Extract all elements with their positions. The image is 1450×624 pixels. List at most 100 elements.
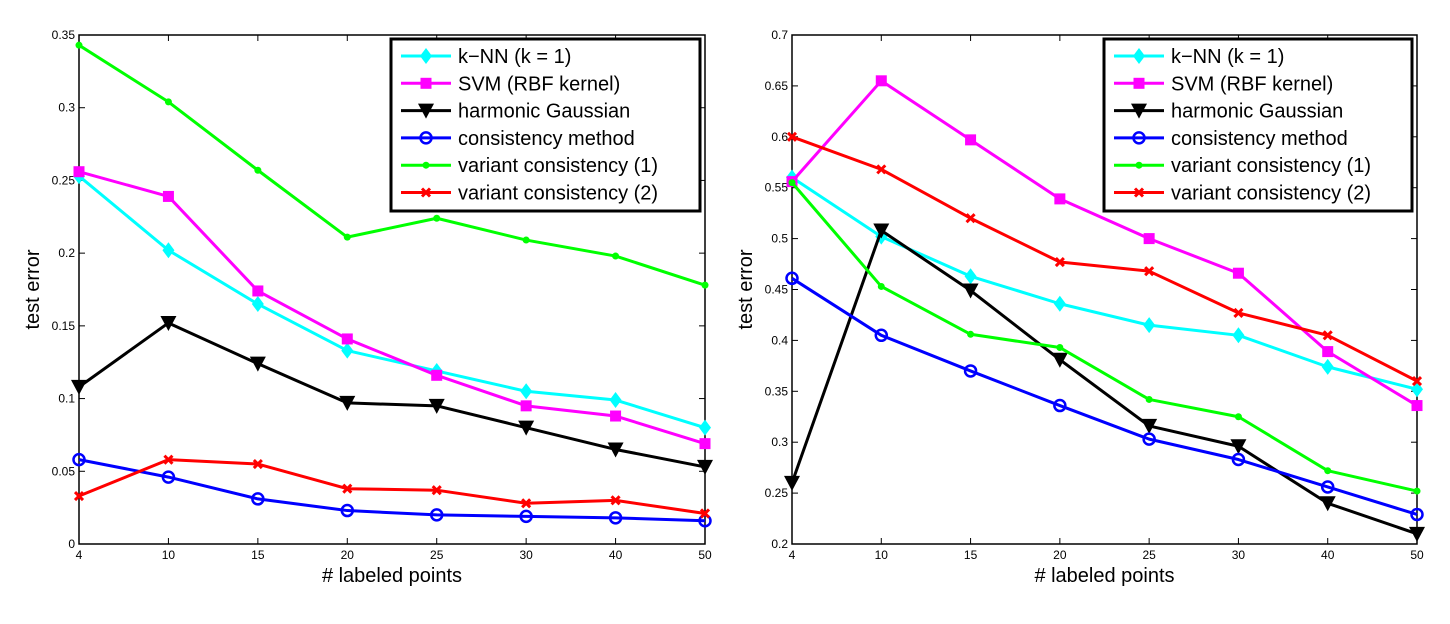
dot-marker bbox=[254, 166, 262, 174]
x-tick-label: 30 bbox=[1232, 548, 1246, 562]
dot-marker bbox=[1324, 467, 1332, 475]
left-chart: 0 0.05 0.1 0.15 0.2 0.25 0.3 0.35 4 10 15 20 25 30 40 5… bbox=[22, 28, 713, 587]
y-tick-label: 0.7 bbox=[771, 28, 788, 42]
square-marker bbox=[520, 400, 532, 412]
x-tick-label: 40 bbox=[1321, 548, 1335, 562]
triangle-marker bbox=[697, 459, 713, 475]
triangle-marker bbox=[1131, 103, 1147, 119]
y-tick-label: 0.5 bbox=[771, 232, 788, 246]
square-marker bbox=[1133, 77, 1145, 89]
x-tick-label: 50 bbox=[1410, 548, 1424, 562]
dot-marker bbox=[1056, 344, 1064, 352]
y-tick-label: 0.4 bbox=[771, 333, 788, 347]
x-marker bbox=[431, 485, 442, 496]
x-tick-label: 4 bbox=[76, 548, 83, 562]
circle-marker bbox=[1053, 398, 1067, 413]
series-line bbox=[790, 79, 1418, 407]
x-marker bbox=[342, 483, 353, 494]
x-tick-label: 15 bbox=[964, 548, 978, 562]
legend-label: SVM (RBF kernel) bbox=[458, 73, 620, 95]
x-tick-label: 30 bbox=[519, 548, 533, 562]
dot-marker bbox=[1413, 487, 1421, 495]
legend-label: variant consistency (2) bbox=[458, 183, 658, 205]
circle-marker bbox=[963, 364, 978, 378]
y-tick-label: 0.25 bbox=[52, 173, 76, 187]
circle-marker bbox=[72, 452, 86, 467]
legend-label: variant consistency (1) bbox=[458, 155, 658, 177]
x-marker bbox=[521, 498, 532, 509]
x-marker bbox=[1233, 307, 1244, 318]
diamond-marker bbox=[1321, 358, 1334, 375]
diamond-marker bbox=[1232, 327, 1245, 344]
y-tick-label: 0.55 bbox=[765, 181, 789, 195]
legend-label: harmonic Gaussian bbox=[1171, 101, 1343, 123]
triangle-marker bbox=[1230, 439, 1247, 455]
series-line bbox=[790, 181, 1418, 493]
square-marker bbox=[431, 369, 443, 381]
diamond-marker bbox=[1133, 48, 1145, 64]
square-marker bbox=[610, 410, 622, 422]
x-tick-label: 20 bbox=[1053, 548, 1067, 562]
dot-marker bbox=[522, 236, 530, 244]
dot-marker bbox=[433, 214, 441, 222]
triangle-marker bbox=[339, 395, 356, 411]
x-marker bbox=[73, 490, 85, 502]
legend-box bbox=[389, 37, 702, 213]
square-marker bbox=[699, 438, 711, 450]
square-marker bbox=[252, 285, 264, 297]
y-tick-label: 0.3 bbox=[58, 101, 75, 115]
y-tick-label: 0.6 bbox=[771, 130, 788, 144]
legend-box bbox=[1102, 37, 1414, 213]
triangle-marker bbox=[418, 103, 434, 119]
x-marker bbox=[420, 187, 432, 198]
diamond-marker bbox=[964, 268, 977, 285]
square-marker bbox=[420, 77, 432, 89]
diamond-marker bbox=[1143, 317, 1156, 334]
circle-marker bbox=[1142, 432, 1156, 446]
x-marker bbox=[786, 131, 798, 142]
circle-marker bbox=[251, 492, 265, 506]
diamond-marker bbox=[609, 392, 622, 409]
square-marker bbox=[162, 190, 174, 202]
series-line bbox=[791, 176, 1418, 391]
dot-marker bbox=[1234, 413, 1242, 421]
diamond-marker bbox=[341, 342, 354, 359]
series-line bbox=[78, 321, 706, 469]
series-line bbox=[78, 170, 706, 446]
square-marker bbox=[1411, 400, 1423, 412]
square-marker bbox=[875, 75, 887, 87]
x-marker bbox=[1133, 187, 1145, 198]
x-marker bbox=[1054, 256, 1065, 268]
circle-marker bbox=[1231, 452, 1246, 467]
legend-label: SVM (RBF kernel) bbox=[1171, 73, 1333, 95]
y-axis-label: test error bbox=[22, 249, 44, 329]
diamond-marker bbox=[699, 419, 711, 436]
dot-marker bbox=[1145, 395, 1153, 403]
x-marker bbox=[876, 164, 887, 175]
legend-label: consistency method bbox=[458, 128, 635, 150]
series-line bbox=[78, 458, 706, 523]
x-tick-label: 4 bbox=[789, 548, 796, 562]
triangle-marker bbox=[607, 442, 624, 458]
square-marker bbox=[965, 134, 977, 146]
triangle-marker bbox=[249, 356, 266, 372]
circle-marker bbox=[429, 508, 444, 522]
circle-marker bbox=[419, 131, 433, 145]
x-axis-label: # labeled points bbox=[322, 565, 462, 587]
dot-marker bbox=[164, 98, 172, 106]
circle-marker bbox=[785, 271, 799, 286]
circle-marker bbox=[519, 509, 533, 524]
y-tick-label: 0.25 bbox=[765, 486, 789, 500]
diamond-marker bbox=[520, 383, 533, 400]
triangle-marker bbox=[428, 398, 445, 414]
x-tick-label: 25 bbox=[430, 548, 444, 562]
x-axis-label: # labeled points bbox=[1034, 565, 1174, 587]
square-marker bbox=[73, 166, 85, 178]
y-tick-label: 0 bbox=[68, 537, 75, 551]
dot-marker bbox=[343, 233, 351, 241]
circle-marker bbox=[1132, 131, 1146, 145]
x-marker bbox=[1144, 266, 1155, 277]
legend-label: harmonic Gaussian bbox=[458, 101, 630, 123]
x-marker bbox=[1322, 330, 1333, 341]
